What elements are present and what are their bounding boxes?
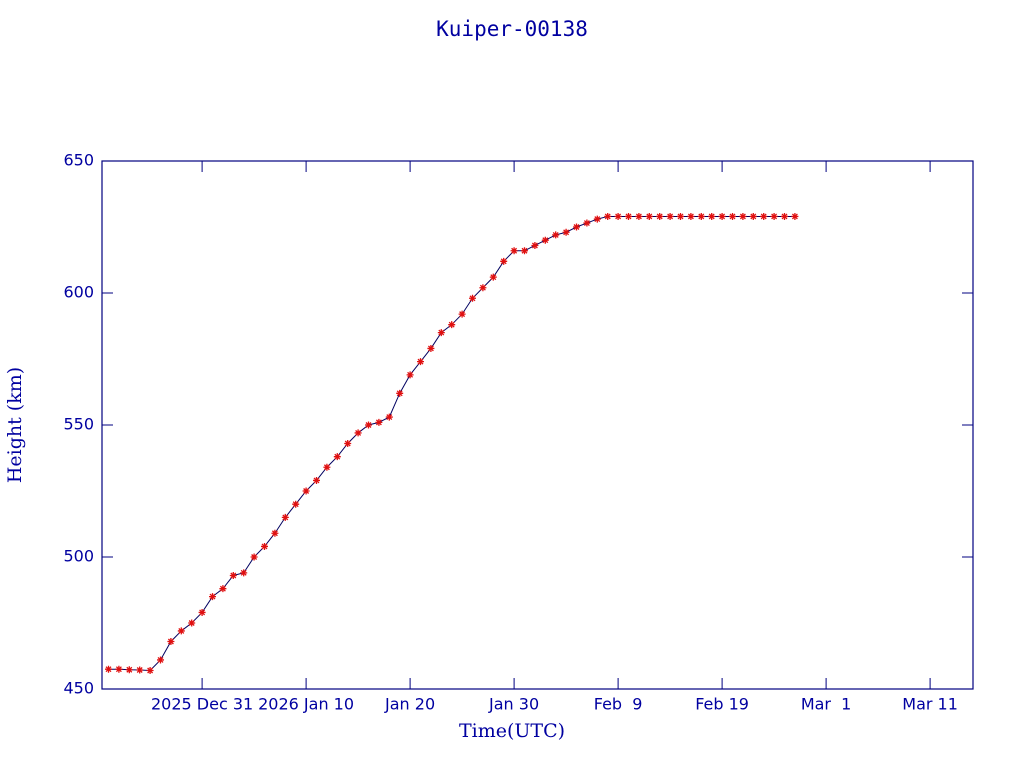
point — [521, 247, 528, 255]
point — [583, 219, 591, 227]
point — [531, 241, 539, 249]
point — [562, 228, 570, 236]
point — [614, 212, 622, 220]
x-tick-label: Jan 20 — [384, 695, 435, 714]
point — [666, 212, 674, 220]
point — [635, 212, 643, 220]
chart-title: Kuiper-00138 — [436, 17, 588, 41]
point — [770, 212, 778, 220]
point — [729, 212, 736, 220]
point — [791, 212, 799, 220]
x-tick-label: Feb 19 — [695, 695, 749, 714]
point — [229, 571, 237, 579]
point — [417, 358, 424, 366]
point — [458, 310, 466, 318]
point — [209, 593, 216, 601]
point — [292, 500, 300, 508]
point — [354, 429, 362, 437]
x-tick-label: 2026 Jan 10 — [258, 695, 354, 714]
point — [697, 212, 705, 220]
point — [656, 212, 664, 220]
point — [687, 212, 695, 220]
point — [604, 212, 612, 220]
point — [167, 637, 175, 645]
x-tick-label: Feb 9 — [594, 695, 643, 714]
point — [479, 284, 487, 292]
point — [406, 371, 414, 379]
point — [302, 487, 310, 495]
x-tick-label: Mar 11 — [902, 695, 958, 714]
point — [739, 212, 747, 220]
point — [593, 215, 601, 223]
point — [448, 321, 456, 329]
point — [136, 666, 144, 674]
y-tick-label: 600 — [63, 283, 94, 302]
point — [677, 212, 684, 220]
y-tick-label: 500 — [63, 547, 94, 566]
x-axis-title: Time(UTC) — [459, 720, 565, 742]
point — [323, 463, 331, 471]
point — [281, 513, 289, 521]
point — [198, 608, 206, 616]
y-axis-title: Height (km) — [4, 367, 26, 483]
point — [645, 212, 653, 220]
point — [552, 231, 560, 239]
point — [271, 529, 279, 537]
point — [177, 627, 185, 635]
point — [365, 421, 372, 429]
point — [188, 619, 196, 627]
point — [250, 553, 258, 561]
point — [437, 329, 445, 337]
x-tick-label: Mar 1 — [801, 695, 852, 714]
point — [146, 667, 154, 675]
point — [541, 236, 549, 244]
point — [157, 656, 164, 664]
point — [313, 476, 320, 484]
point — [375, 418, 383, 426]
point — [749, 212, 757, 220]
point — [489, 273, 497, 281]
point — [573, 223, 580, 231]
point — [240, 569, 248, 577]
point — [219, 585, 227, 593]
point — [427, 344, 435, 352]
point — [261, 542, 268, 550]
point — [115, 665, 123, 673]
x-tick-label: 2025 Dec 31 — [151, 695, 253, 714]
point — [510, 247, 518, 255]
y-tick-label: 650 — [63, 151, 94, 170]
point — [344, 439, 352, 447]
point — [469, 294, 476, 302]
point — [625, 212, 632, 220]
point — [718, 212, 726, 220]
x-tick-label: Jan 30 — [488, 695, 539, 714]
point — [500, 257, 508, 265]
point — [125, 666, 133, 674]
point — [760, 212, 768, 220]
point — [105, 665, 112, 673]
point — [333, 453, 341, 461]
point — [708, 212, 716, 220]
y-tick-label: 450 — [63, 679, 94, 698]
point — [385, 413, 393, 421]
point — [396, 389, 404, 397]
point — [781, 212, 788, 220]
y-tick-label: 550 — [63, 415, 94, 434]
